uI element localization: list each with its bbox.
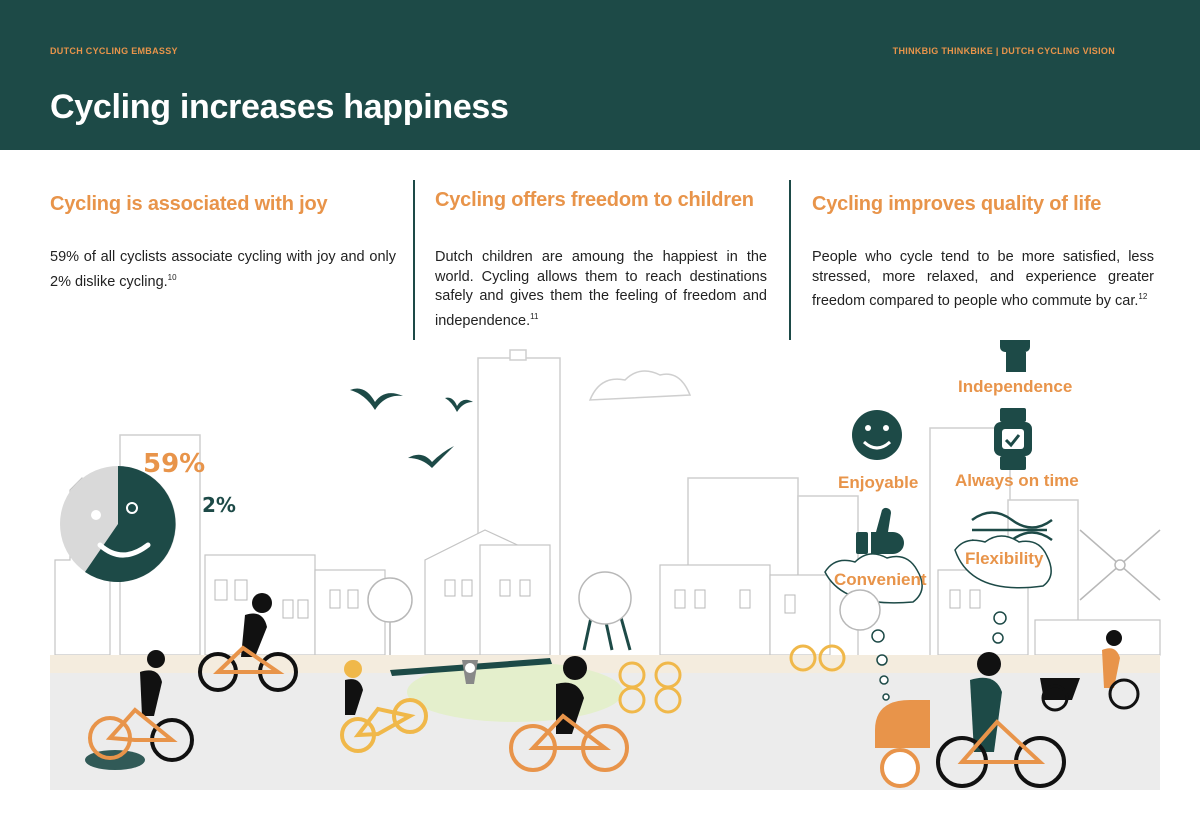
watch-icon [994,408,1032,470]
footnote-ref: 12 [1138,292,1148,301]
dislike-percent: 2% [202,493,236,517]
cyclist-icon [241,593,272,657]
thought-bubble [954,535,1052,644]
label-flexibility: Flexibility [965,549,1044,568]
label-convenient: Convenient [834,570,927,589]
org-name: DUTCH CYCLING EMBASSY [50,46,178,56]
bicycle-icon [340,698,428,753]
label-on-time: Always on time [955,471,1079,490]
building-windows [214,579,981,619]
column-joy: Cycling is associated with joy 59% of al… [50,193,396,292]
column-quality: Cycling improves quality of life People … [812,193,1154,312]
column-children: Cycling offers freedom to children Dutch… [435,189,767,331]
thumbs-up-icon [856,508,904,554]
label-enjoyable: Enjoyable [838,473,918,492]
fist-icon [1000,340,1030,372]
bicycle-icon [88,707,194,762]
column-body: 59% of all cyclists associate cycling wi… [50,249,396,290]
series-name: THINKBIG THINKBIKE | DUTCH CYCLING VISIO… [892,46,1115,56]
city-illustration: 59% 2% Independence Enjoyable Always on … [50,340,1161,790]
cargo-bike-icon [1040,630,1140,712]
joy-pie-chart [60,466,176,582]
column-heading: Cycling improves quality of life [812,193,1102,215]
parked-bicycle-icon [618,644,846,714]
column-body: People who cycle tend to be more satisfi… [812,249,1154,309]
column-body: Dutch children are amoung the happiest i… [435,249,767,329]
bird-icon [350,388,473,468]
windmill [1079,529,1161,601]
column-divider [413,180,415,340]
label-independence: Independence [958,377,1072,396]
footnote-ref: 11 [530,311,539,321]
cyclist-with-trailer-icon [875,652,1066,788]
footnote-ref: 10 [167,272,177,282]
column-divider [789,180,791,340]
header-banner: DUTCH CYCLING EMBASSY THINKBIG THINKBIKE… [0,0,1200,150]
thought-bubble [824,553,923,701]
column-heading: Cycling is associated with joy [50,193,328,215]
joy-percent: 59% [143,449,205,479]
cyclist-icon [344,660,363,715]
smiley-icon [852,410,902,460]
tree-icon [367,571,881,655]
seesaw [390,658,552,684]
bicycle-icon [509,713,629,772]
cyclist-icon [556,656,587,734]
page-title: Cycling increases happiness [50,88,509,126]
bicycle-icon [198,645,298,692]
column-heading: Cycling offers freedom to children [435,189,754,211]
